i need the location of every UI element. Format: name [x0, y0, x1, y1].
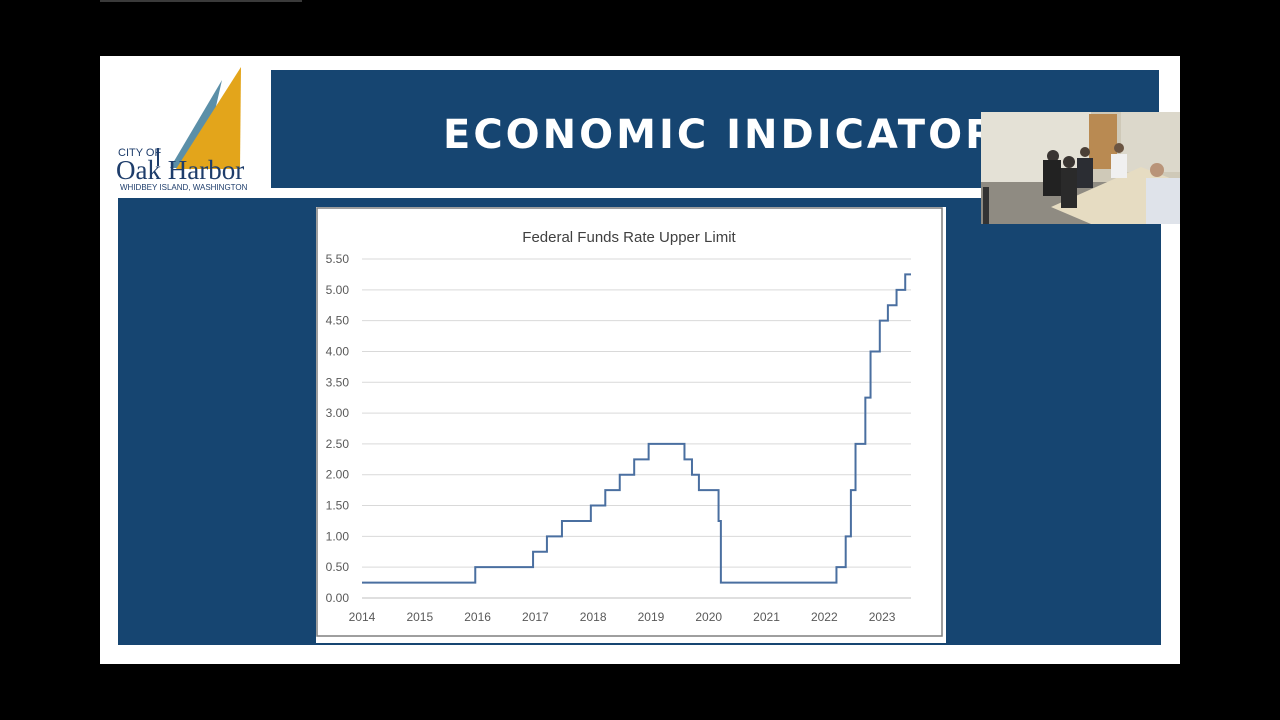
y-tick-label: 4.50: [326, 314, 350, 328]
meeting-video-image: [981, 112, 1180, 224]
top-bar: [100, 0, 302, 2]
x-tick-label: 2020: [695, 610, 722, 624]
y-tick-label: 3.00: [326, 406, 350, 420]
y-tick-label: 0.00: [326, 591, 350, 605]
x-tick-label: 2016: [464, 610, 491, 624]
y-tick-label: 1.00: [326, 529, 350, 543]
y-tick-label: 5.50: [326, 252, 350, 266]
y-tick-label: 5.00: [326, 283, 350, 297]
y-tick-label: 0.50: [326, 560, 350, 574]
x-tick-label: 2018: [580, 610, 607, 624]
x-tick-label: 2022: [811, 610, 838, 624]
slide-title: ECONOMIC INDICATORS: [443, 112, 1031, 158]
chart-title: Federal Funds Rate Upper Limit: [522, 229, 736, 246]
y-tick-label: 4.00: [326, 344, 350, 358]
series-line-0: [362, 273, 911, 584]
x-tick-label: 2015: [406, 610, 433, 624]
x-tick-label: 2017: [522, 610, 549, 624]
x-tick-label: 2019: [638, 610, 665, 624]
logo-city-of: CITY OF: [118, 147, 162, 159]
federal-funds-chart: Federal Funds Rate Upper Limit 0.00 0.50 1…: [316, 207, 943, 637]
logo-name: Oak Harbor: [116, 155, 245, 185]
y-tick-label: 3.50: [326, 375, 350, 389]
x-tick-label: 2021: [753, 610, 780, 624]
y-tick-label: 2.50: [326, 437, 350, 451]
chart-border: [316, 207, 943, 637]
sail-logo-icon: [157, 67, 241, 169]
webcam-thumbnail: [981, 112, 1180, 224]
chart-container: Federal Funds Rate Upper Limit 0.00 0.50 1…: [316, 207, 946, 643]
x-tick-label: 2023: [869, 610, 896, 624]
y-tick-label: 1.50: [326, 499, 350, 513]
y-tick-label: 2.00: [326, 468, 350, 482]
logo-subtitle: WHIDBEY ISLAND, WASHINGTON: [120, 183, 248, 192]
oak-harbor-logo: CITY OF Oak Harbor WHIDBEY ISLAND, WASHI…: [100, 56, 270, 196]
x-tick-label: 2014: [349, 610, 376, 624]
